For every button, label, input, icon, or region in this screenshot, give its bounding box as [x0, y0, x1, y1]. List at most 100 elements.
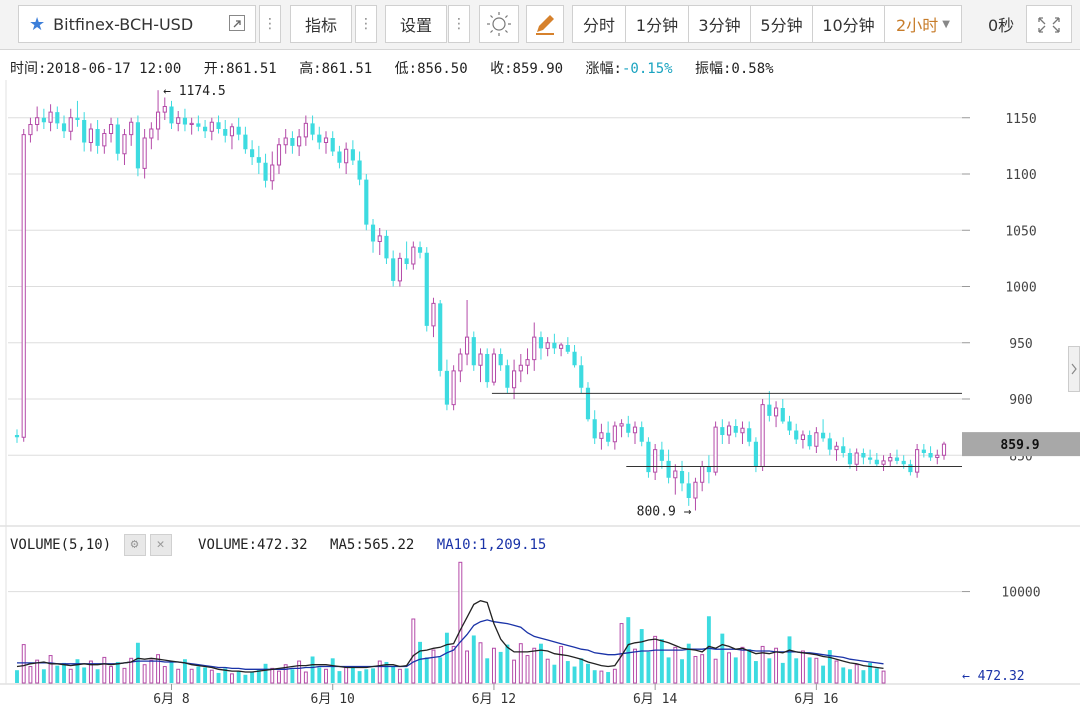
candle-body-down [391, 258, 396, 281]
candle-body-down [55, 112, 60, 124]
volume-bar-up [491, 647, 496, 684]
candle-body-down [841, 446, 846, 453]
candle-body-down [572, 351, 577, 366]
symbol-title: Bitfinex-BCH-USD [53, 14, 194, 34]
volume-settings-gear-icon[interactable]: ⚙ [123, 534, 146, 556]
candle-body-down [552, 342, 557, 349]
candle-body-up [512, 370, 517, 389]
volume-bar-down [95, 669, 100, 683]
volume-bar-down [592, 670, 597, 683]
candle-body-down [438, 303, 443, 371]
candle-body-up [397, 257, 402, 282]
candle-body-down [579, 365, 584, 388]
candle-body-down [444, 370, 449, 405]
settings-menu-dots[interactable]: ⋮ [448, 5, 470, 43]
candle-body-up [129, 121, 134, 136]
volume-bar-down [169, 661, 174, 683]
period-tick[interactable]: 分时 [573, 6, 626, 42]
volume-bar-up [324, 668, 328, 684]
fullscreen-button[interactable] [1026, 5, 1072, 43]
volume-bar-up [599, 670, 604, 684]
volume-bar-down [438, 657, 443, 683]
volume-bar-up [176, 668, 181, 684]
volume-bar-up [230, 673, 234, 684]
volume-bar-down [827, 650, 832, 683]
candle-body-up [760, 404, 765, 467]
volume-bar-up [156, 654, 161, 684]
volume-bar-up [854, 664, 859, 684]
candle-body-down [317, 134, 322, 143]
volume-tick-label: 10000 [1001, 586, 1040, 601]
period-selector: 分时 1分钟 3分钟 5分钟 10分钟 2小时 ▼ [572, 5, 962, 43]
settings-button[interactable]: 设置 [385, 5, 447, 43]
candle-body-down [901, 460, 906, 465]
volume-bar-down [686, 643, 691, 683]
volume-bar-up [693, 655, 698, 684]
symbol-menu-dots[interactable]: ⋮ [259, 5, 281, 43]
volume-bar-down [505, 644, 510, 683]
volume-bar-up [68, 668, 73, 684]
volume-bar-down [720, 633, 725, 683]
volume-bar-up [458, 561, 463, 684]
candle-body-down [868, 457, 873, 460]
candle-body-down [256, 157, 261, 163]
candle-body-down [223, 129, 228, 136]
external-link-icon[interactable] [229, 15, 245, 31]
volume-bar-down [203, 667, 208, 683]
candle-body-down [364, 179, 369, 225]
ohlc-info-bar: 时间:2018-06-17 12:00 开:861.51 高:861.51 低:… [10, 58, 774, 78]
volume-bar-down [787, 636, 792, 683]
volume-bar-down [868, 662, 873, 683]
x-tick-label: 6月 16 [794, 692, 838, 707]
candle-body-down [666, 460, 671, 478]
candle-body-up [713, 426, 718, 473]
candle-body-down [747, 428, 752, 442]
candle-body-down [767, 404, 772, 416]
volume-bar-down [565, 661, 570, 683]
indicator-button[interactable]: 指标 [290, 5, 352, 43]
volume-bar-up [397, 668, 402, 684]
draw-tool-button[interactable] [526, 5, 564, 43]
period-5min[interactable]: 5分钟 [751, 6, 813, 42]
x-tick-label: 6月 8 [153, 692, 189, 707]
indicator-menu-dots[interactable]: ⋮ [355, 5, 377, 43]
pencil-icon [536, 15, 554, 35]
price-scale-scroll-handle[interactable] [1068, 346, 1080, 392]
volume-bar-down [290, 669, 295, 683]
candle-body-down [821, 432, 826, 439]
volume-bar-down [586, 663, 590, 683]
candle-body-down [75, 117, 80, 120]
candle-body-down [357, 160, 362, 180]
theme-toggle-button[interactable] [479, 5, 519, 43]
volume-bar-down [471, 635, 476, 683]
period-2h[interactable]: 2小时 ▼ [896, 16, 950, 35]
volume-bar-down [115, 661, 120, 683]
candle-body-up [411, 246, 416, 265]
x-tick-label: 6月 12 [472, 692, 516, 707]
candle-body-down [894, 457, 900, 461]
volume-bar-up [209, 669, 214, 684]
candle-body-up [612, 425, 617, 443]
candle-body-up [458, 353, 463, 372]
volume-close-icon[interactable]: ✕ [149, 534, 172, 556]
volume-bar-down [424, 657, 429, 683]
volume-bar-down [572, 666, 577, 683]
last-price-tag [962, 432, 1080, 457]
volume-bar-down [498, 651, 503, 683]
period-3min[interactable]: 3分钟 [689, 6, 751, 42]
volume-bar-up [700, 654, 705, 684]
symbol-selector[interactable]: ★ Bitfinex-BCH-USD [18, 5, 256, 43]
candle-body-down [565, 345, 570, 352]
volume-bar-up [109, 666, 113, 684]
candle-body-up [525, 359, 530, 366]
favorite-star-icon[interactable]: ★ [29, 13, 46, 35]
candle-body-up [854, 452, 859, 465]
period-10min[interactable]: 10分钟 [813, 6, 885, 42]
volume-bar-down [874, 668, 879, 683]
volume-bar-down [821, 665, 826, 683]
high-annotation: ← 1174.5 [163, 84, 226, 99]
settings-label: 设置 [399, 16, 432, 35]
volume-bar-down [350, 666, 355, 683]
period-1min[interactable]: 1分钟 [626, 6, 689, 42]
